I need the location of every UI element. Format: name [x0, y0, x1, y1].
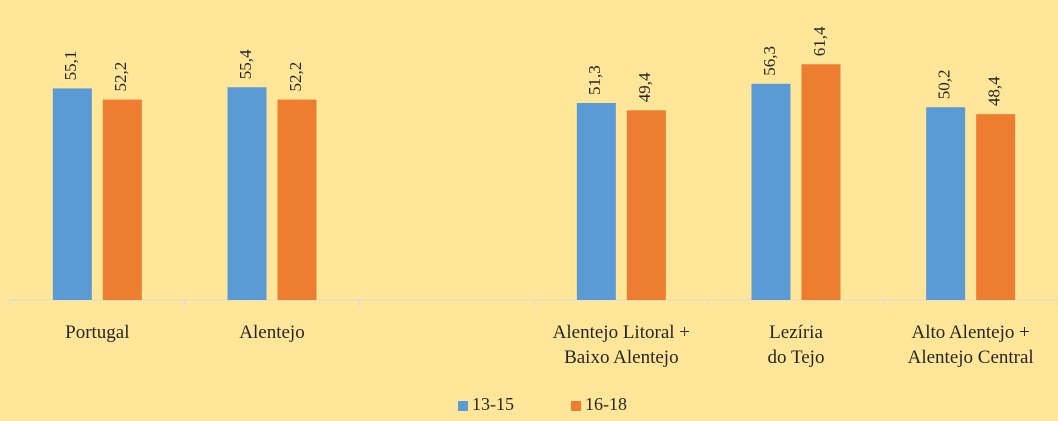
bar-13-15-lez-ria	[751, 83, 791, 300]
bar-16-18-alto-alentejo-	[976, 114, 1016, 300]
data-label: 48,4	[985, 76, 1004, 106]
data-label: 50,2	[935, 69, 954, 99]
x-tick-label: Alentejo Litoral +	[553, 322, 690, 343]
data-label: 52,2	[111, 62, 130, 92]
legend-swatch-16-18	[571, 401, 581, 411]
data-label: 61,4	[810, 26, 829, 56]
x-tick-label: Portugal	[65, 322, 129, 343]
data-label: 55,1	[61, 51, 80, 81]
bar-16-18-portugal	[102, 99, 142, 300]
x-tick-label: Baixo Alentejo	[564, 347, 679, 368]
bar-16-18-alentejo	[277, 99, 317, 300]
bar-13-15-alto-alentejo-	[926, 107, 966, 301]
legend-label: 16-18	[585, 394, 627, 414]
legend-swatch-13-15	[458, 401, 468, 411]
bar-16-18-alentejo-litoral-	[626, 110, 666, 300]
bar-13-15-portugal	[52, 88, 92, 300]
data-label: 52,2	[286, 62, 305, 92]
bar-13-15-alentejo-litoral-	[576, 103, 616, 301]
bar-16-18-lez-ria	[801, 64, 841, 300]
data-label: 56,3	[760, 46, 779, 76]
data-label: 51,3	[585, 65, 604, 95]
x-tick-label: do Tejo	[768, 347, 825, 368]
legend-label: 13-15	[472, 394, 514, 414]
bar-13-15-alentejo	[227, 87, 267, 300]
x-tick-label: Alto Alentejo +	[911, 322, 1029, 343]
x-tick-label: Lezíria	[769, 322, 823, 343]
x-tick-label: Alentejo	[239, 322, 304, 343]
x-tick-label: Alentejo Central	[908, 347, 1034, 368]
data-label: 55,4	[236, 49, 255, 79]
data-label: 49,4	[635, 72, 654, 102]
